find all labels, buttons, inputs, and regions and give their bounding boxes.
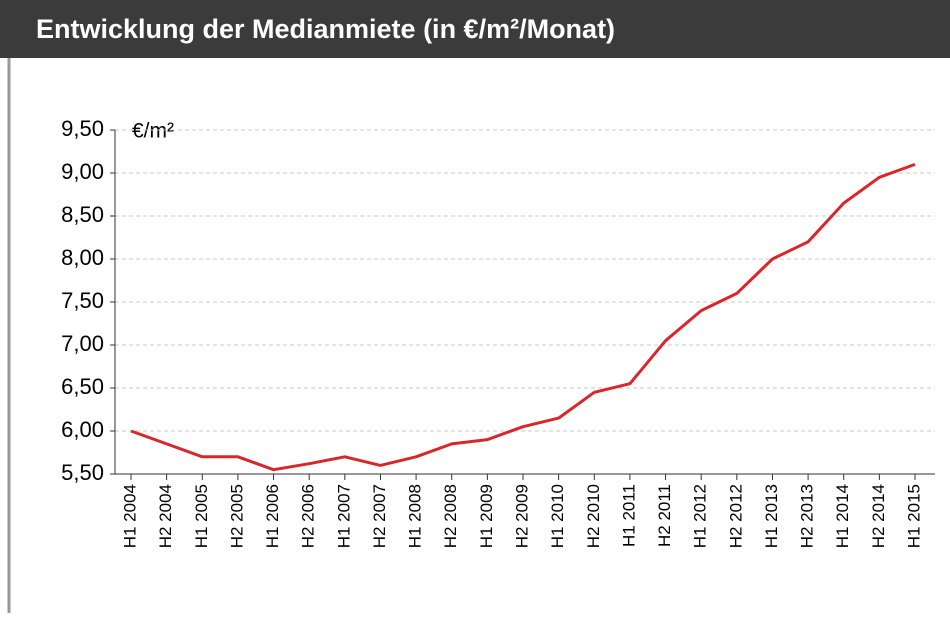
x-tick-label: H1 2007: [334, 484, 353, 548]
y-tick-label: 9,00: [61, 159, 104, 184]
x-tick-label: H1 2008: [406, 484, 425, 548]
chart-title: Entwicklung der Medianmiete (in €/m²/Mon…: [36, 14, 615, 44]
y-tick-label: 9,50: [61, 116, 104, 141]
x-tick-label: H1 2015: [904, 484, 923, 548]
x-tick-label: H2 2008: [441, 484, 460, 548]
y-axis-label: €/m²: [132, 120, 174, 143]
y-tick-label: 8,00: [61, 245, 104, 270]
x-tick-label: H2 2005: [227, 484, 246, 548]
y-tick-label: 7,50: [61, 288, 104, 313]
x-tick-label: H2 2004: [156, 484, 175, 548]
x-tick-label: H2 2013: [798, 484, 817, 548]
data-line: [130, 162, 916, 472]
x-tick-label: H2 2011: [655, 484, 674, 547]
y-tick-label: 7,00: [61, 331, 104, 356]
x-tick-label: H1 2012: [691, 484, 710, 548]
x-tick-label: H2 2009: [512, 484, 531, 548]
y-tick-label: 6,00: [61, 417, 104, 442]
x-tick-label: H1 2013: [762, 484, 781, 548]
x-tick-label: H1 2011: [619, 484, 638, 547]
y-tick-label: 8,50: [61, 202, 104, 227]
x-tick-label: H1 2014: [833, 484, 852, 548]
x-tick-label: H1 2006: [263, 484, 282, 548]
y-tick-label: 6,50: [61, 374, 104, 399]
x-tick-label: H2 2014: [869, 484, 888, 548]
y-tick-label: 5,50: [61, 460, 104, 485]
x-tick-label: H2 2007: [370, 484, 389, 548]
x-tick-label: H1 2010: [548, 484, 567, 548]
header-bar: [0, 0, 950, 58]
x-tick-label: H1 2004: [120, 484, 139, 548]
x-tick-label: H2 2012: [726, 484, 745, 548]
x-tick-label: H1 2005: [192, 484, 211, 548]
x-tick-label: H1 2009: [477, 484, 496, 548]
x-tick-label: H2 2010: [584, 484, 603, 548]
x-tick-label: H2 2006: [299, 484, 318, 548]
